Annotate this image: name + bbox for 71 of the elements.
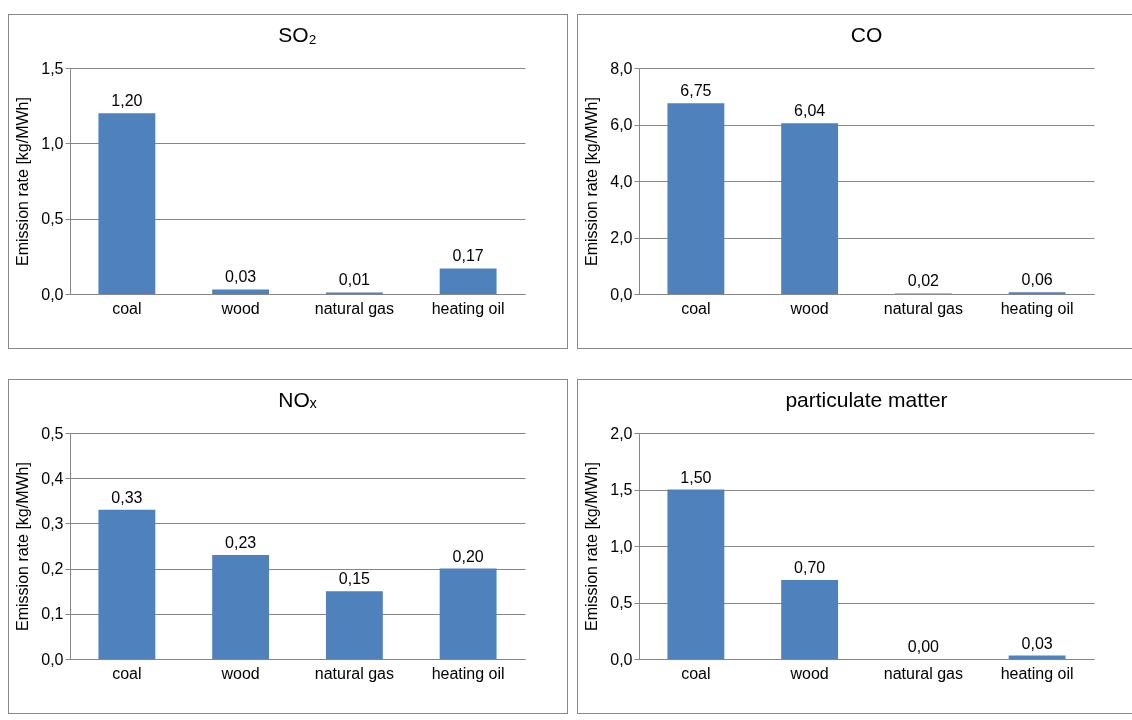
x-tick-label: natural gas — [314, 664, 394, 682]
data-label: 0,06 — [1021, 271, 1053, 289]
y-tick-label: 0,5 — [610, 594, 633, 611]
x-tick-label: coal — [112, 299, 142, 317]
y-tick-label: 2,0 — [610, 229, 633, 246]
bar — [212, 289, 270, 294]
bar — [439, 568, 497, 659]
y-tick-label: 0,4 — [41, 469, 64, 487]
y-tick-label: 4,0 — [610, 172, 633, 190]
data-label: 1,50 — [680, 468, 712, 486]
y-tick-label: 1,0 — [41, 134, 64, 152]
y-axis-title: Emission rate [kg/MWh] — [583, 97, 601, 266]
data-label: 0,02 — [907, 272, 940, 290]
y-tick-label: 1,5 — [41, 59, 64, 77]
x-tick-label: natural gas — [883, 299, 963, 317]
chart-title: SO₂ — [278, 23, 317, 46]
data-label: 0,15 — [338, 570, 371, 588]
data-label: 6,04 — [794, 102, 826, 120]
data-label: 0,03 — [225, 268, 257, 286]
x-tick-label: natural gas — [314, 299, 394, 317]
y-tick-label: 0,1 — [41, 605, 64, 623]
data-label: 0,70 — [794, 558, 826, 576]
data-label: 0,23 — [225, 534, 257, 552]
y-tick-label: 0,0 — [41, 650, 64, 668]
x-tick-label: wood — [789, 299, 829, 317]
data-label: 0,33 — [111, 488, 143, 506]
x-tick-label: heating oil — [431, 664, 505, 682]
x-tick-label: wood — [220, 299, 260, 317]
bar — [781, 123, 839, 294]
x-tick-label: heating oil — [431, 299, 505, 317]
data-label: 0,00 — [907, 638, 940, 655]
x-tick-label: heating oil — [1000, 664, 1074, 682]
x-tick-label: wood — [220, 664, 260, 682]
data-label: 1,20 — [111, 92, 143, 110]
y-axis-title: Emission rate [kg/MWh] — [583, 462, 601, 631]
x-tick-label: wood — [789, 664, 829, 682]
y-tick-label: 0,3 — [41, 514, 64, 532]
data-label: 0,01 — [338, 271, 371, 289]
data-label: 6,75 — [680, 82, 712, 100]
x-tick-label: natural gas — [883, 664, 963, 682]
chart-title: CO — [850, 23, 883, 46]
y-axis-title: Emission rate [kg/MWh] — [14, 462, 32, 631]
bar — [439, 268, 497, 294]
chart-title: particulate matter — [785, 388, 948, 411]
bar — [98, 113, 156, 294]
y-tick-label: 1,5 — [610, 481, 633, 498]
y-tick-label: 1,0 — [610, 537, 633, 555]
data-label: 0,20 — [452, 547, 484, 565]
y-tick-label: 6,0 — [610, 116, 633, 133]
bar — [781, 579, 839, 659]
y-tick-label: 0,5 — [41, 424, 64, 442]
y-tick-label: 0,5 — [41, 210, 64, 228]
bar — [667, 103, 725, 294]
y-tick-label: 2,0 — [610, 424, 633, 442]
x-tick-label: coal — [681, 299, 711, 317]
bar — [667, 489, 725, 659]
x-tick-label: coal — [681, 664, 711, 682]
bar — [212, 555, 270, 659]
y-tick-label: 0,0 — [41, 285, 64, 303]
x-tick-label: heating oil — [1000, 299, 1074, 317]
y-tick-label: 0,2 — [41, 560, 64, 578]
bar — [325, 591, 383, 659]
y-tick-label: 0,0 — [610, 650, 633, 668]
x-tick-label: coal — [112, 664, 142, 682]
y-axis-title: Emission rate [kg/MWh] — [14, 97, 32, 266]
bar — [98, 509, 156, 659]
y-tick-label: 0,0 — [610, 285, 633, 303]
chart-title: NOₓ — [278, 388, 317, 411]
data-label: 0,03 — [1021, 634, 1053, 652]
y-tick-label: 8,0 — [610, 59, 633, 77]
data-label: 0,17 — [452, 247, 484, 265]
